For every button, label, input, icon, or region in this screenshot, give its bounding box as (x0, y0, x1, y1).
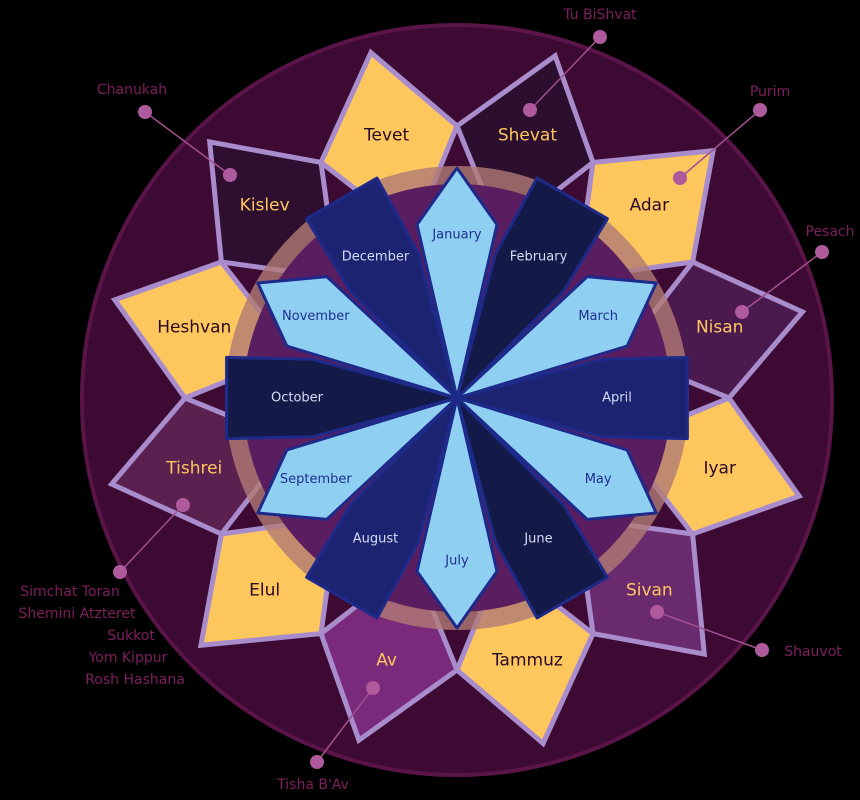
month-spike (455, 355, 689, 441)
holiday-dot (673, 171, 687, 185)
holiday-connector (656, 611, 763, 651)
month-spike (305, 176, 459, 400)
holiday-label: Pesach (806, 224, 855, 240)
holiday-label: Yom Kippur (88, 650, 168, 666)
holiday-dot (523, 103, 537, 117)
hebrew-month-label: Sivan (626, 580, 673, 600)
holiday-dot (366, 681, 380, 695)
hebrew-month-label: Tammuz (491, 651, 563, 671)
hebrew-month-label: Shevat (498, 125, 558, 145)
month-spike (415, 166, 499, 400)
holiday-connector (741, 251, 823, 313)
hebrew-month-label: Adar (630, 196, 670, 216)
holiday-connector (144, 111, 231, 176)
holiday-dot (735, 305, 749, 319)
month-spike (415, 396, 499, 630)
gregorian-month-label: September (280, 472, 353, 487)
month-spike (225, 355, 459, 441)
holiday-dot (753, 103, 767, 117)
holiday-connector (529, 36, 601, 111)
gregorian-month-label: April (602, 391, 632, 406)
gregorian-month-label: December (342, 249, 410, 264)
holiday-label: Tu BiShvat (562, 7, 637, 23)
month-spike (455, 275, 658, 400)
holiday-dot (593, 30, 607, 44)
hebrew-month-label: Iyar (703, 458, 735, 478)
holidays: Tu BiShvat Purim Pesach Shauvot Tisha B'Av Si… (19, 7, 855, 793)
holiday-label: Chanukah (97, 82, 167, 98)
gregorian-month-label: November (282, 309, 350, 324)
holiday-connector (119, 504, 184, 573)
holiday-dot (138, 105, 152, 119)
month-spike (455, 396, 609, 620)
holiday-dot (176, 498, 190, 512)
month-spike (455, 396, 658, 521)
month-spike (455, 176, 609, 400)
holiday-dot (113, 565, 127, 579)
holiday-connector (679, 109, 761, 179)
holiday-label: Shauvot (784, 644, 842, 660)
holiday-label: Tisha B'Av (276, 777, 349, 793)
gregorian-month-label: May (585, 472, 612, 487)
gregorian-month-label: August (353, 532, 399, 547)
holiday-dot (755, 643, 769, 657)
hebrew-month-label: Kislev (240, 196, 290, 216)
holiday-dot (650, 605, 664, 619)
gregorian-star: January February March April May June July Augu… (225, 166, 689, 630)
gregorian-month-label: January (431, 228, 482, 243)
holiday-dot (310, 755, 324, 769)
hebrew-month-label: Tevet (363, 125, 409, 145)
month-spike (305, 396, 459, 620)
holiday-label: Sukkot (107, 628, 155, 644)
gregorian-month-label: October (271, 391, 324, 406)
gregorian-month-label: March (578, 309, 618, 324)
holiday-label: Simchat Toran (20, 584, 119, 600)
month-spike (256, 275, 459, 400)
holiday-connector (316, 687, 374, 763)
hebrew-month-label: Elul (249, 580, 280, 600)
holiday-dot (815, 245, 829, 259)
month-spike (256, 396, 459, 521)
holiday-label: Shemini Atzteret (19, 606, 136, 622)
hebrew-month-label: Av (376, 651, 397, 671)
gregorian-month-label: June (523, 532, 552, 547)
gregorian-month-label: July (444, 554, 469, 569)
holiday-dot (223, 168, 237, 182)
gregorian-month-label: February (510, 249, 568, 264)
hebrew-month-label: Heshvan (157, 318, 231, 338)
holiday-label: Rosh Hashana (85, 672, 185, 688)
hebrew-month-label: Nisan (696, 318, 744, 338)
hebrew-month-label: Tishrei (165, 458, 222, 478)
holiday-label: Purim (750, 84, 790, 100)
